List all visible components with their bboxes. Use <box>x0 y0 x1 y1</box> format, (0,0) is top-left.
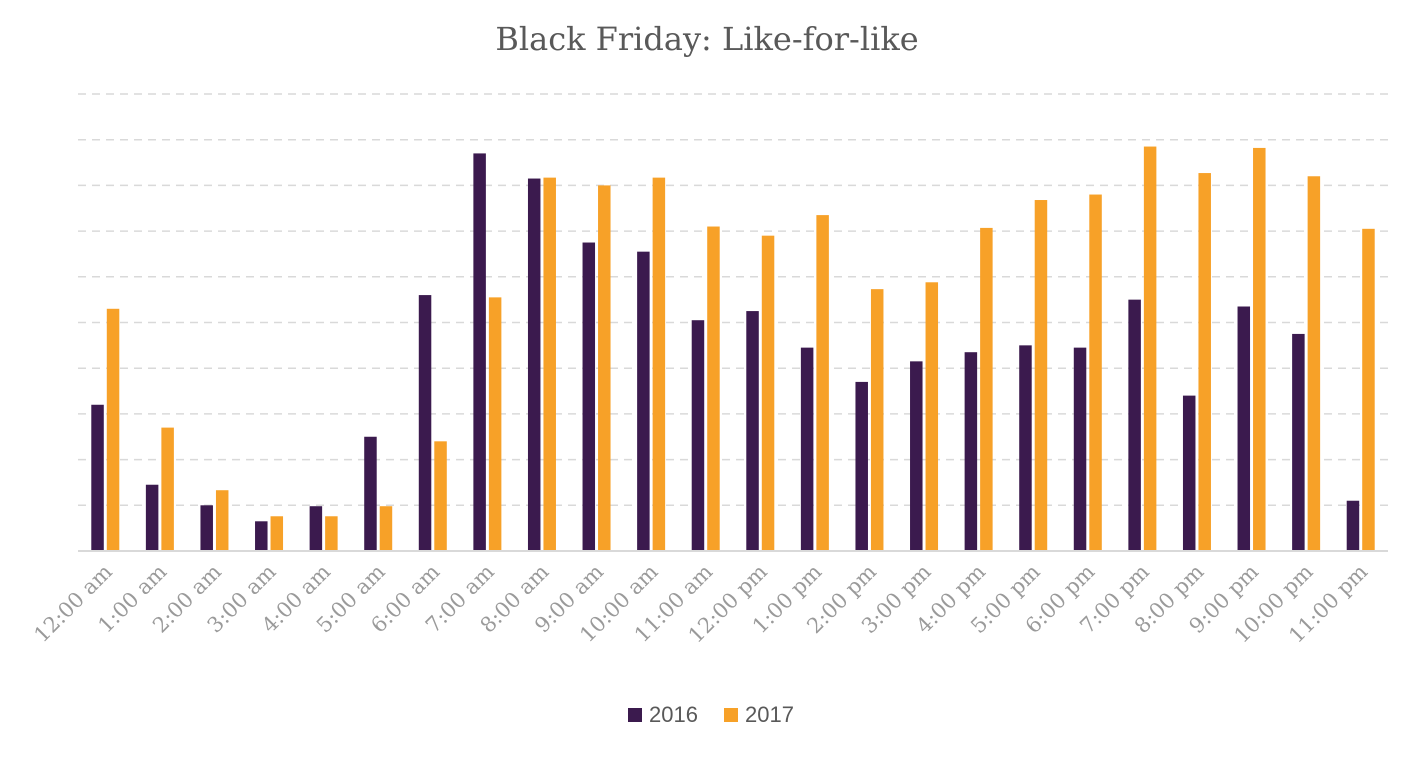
bar-2017-2 <box>215 490 229 551</box>
bar-2017-7 <box>488 297 502 551</box>
legend-label-2017: 2017 <box>745 702 794 727</box>
bar-2016-5 <box>364 436 377 551</box>
bar-2016-22 <box>1292 333 1305 551</box>
bar-2017-5 <box>379 506 393 551</box>
bar-2016-13 <box>800 347 814 551</box>
bar-2017-19 <box>1143 146 1157 551</box>
bar-2016-11 <box>691 320 705 551</box>
bar-2016-17 <box>1019 345 1032 551</box>
x-tick-labels: 12:00 am1:00 am2:00 am3:00 am4:00 am5:00… <box>29 560 1372 648</box>
bar-2017-8 <box>543 177 556 552</box>
bar-2016-4 <box>309 506 323 551</box>
x-tick-label: 12:00 am <box>29 560 116 647</box>
bar-2016-2 <box>200 505 213 551</box>
bar-2016-18 <box>1073 347 1087 551</box>
bar-2017-16 <box>980 227 993 551</box>
legend-label-2016: 2016 <box>649 702 698 727</box>
bar-2016-1 <box>145 484 159 551</box>
bar-2017-0 <box>106 308 120 551</box>
bar-2016-15 <box>910 361 923 551</box>
bar-2017-1 <box>161 427 174 551</box>
bar-2016-16 <box>964 352 978 551</box>
bar-2016-20 <box>1182 395 1196 551</box>
chart-title: Black Friday: Like-for-like <box>495 20 918 58</box>
bar-2017-13 <box>816 215 829 552</box>
bar-2017-10 <box>652 177 666 552</box>
legend: 2016 2017 <box>628 702 794 727</box>
bar-2016-0 <box>91 404 104 551</box>
bar-2016-8 <box>527 178 541 552</box>
bar-2017-17 <box>1034 200 1048 552</box>
bar-2017-18 <box>1089 194 1102 552</box>
legend-swatch-2016 <box>628 708 642 722</box>
bars <box>91 146 1375 552</box>
bar-2016-10 <box>637 251 650 552</box>
bar-2017-12 <box>761 235 775 552</box>
bar-2016-9 <box>582 242 596 551</box>
bar-2017-21 <box>1253 147 1266 551</box>
bar-2016-3 <box>255 521 268 551</box>
bar-2017-23 <box>1362 228 1375 551</box>
bar-2017-15 <box>925 282 939 551</box>
bar-2017-11 <box>707 226 720 551</box>
bar-2016-19 <box>1128 299 1141 551</box>
bar-2017-3 <box>270 516 284 551</box>
bar-2017-14 <box>870 289 884 551</box>
bar-2017-22 <box>1307 176 1321 551</box>
bar-2016-7 <box>473 153 486 551</box>
bar-2016-23 <box>1346 500 1360 551</box>
bar-2017-20 <box>1198 173 1211 551</box>
bar-2017-9 <box>598 185 611 551</box>
bar-2016-21 <box>1237 306 1251 551</box>
bar-2016-6 <box>418 295 432 551</box>
bar-2017-4 <box>325 516 338 551</box>
legend-swatch-2017 <box>724 708 738 722</box>
bar-2016-14 <box>855 381 868 551</box>
bar-2016-12 <box>746 311 759 551</box>
bar-2017-6 <box>434 441 447 551</box>
